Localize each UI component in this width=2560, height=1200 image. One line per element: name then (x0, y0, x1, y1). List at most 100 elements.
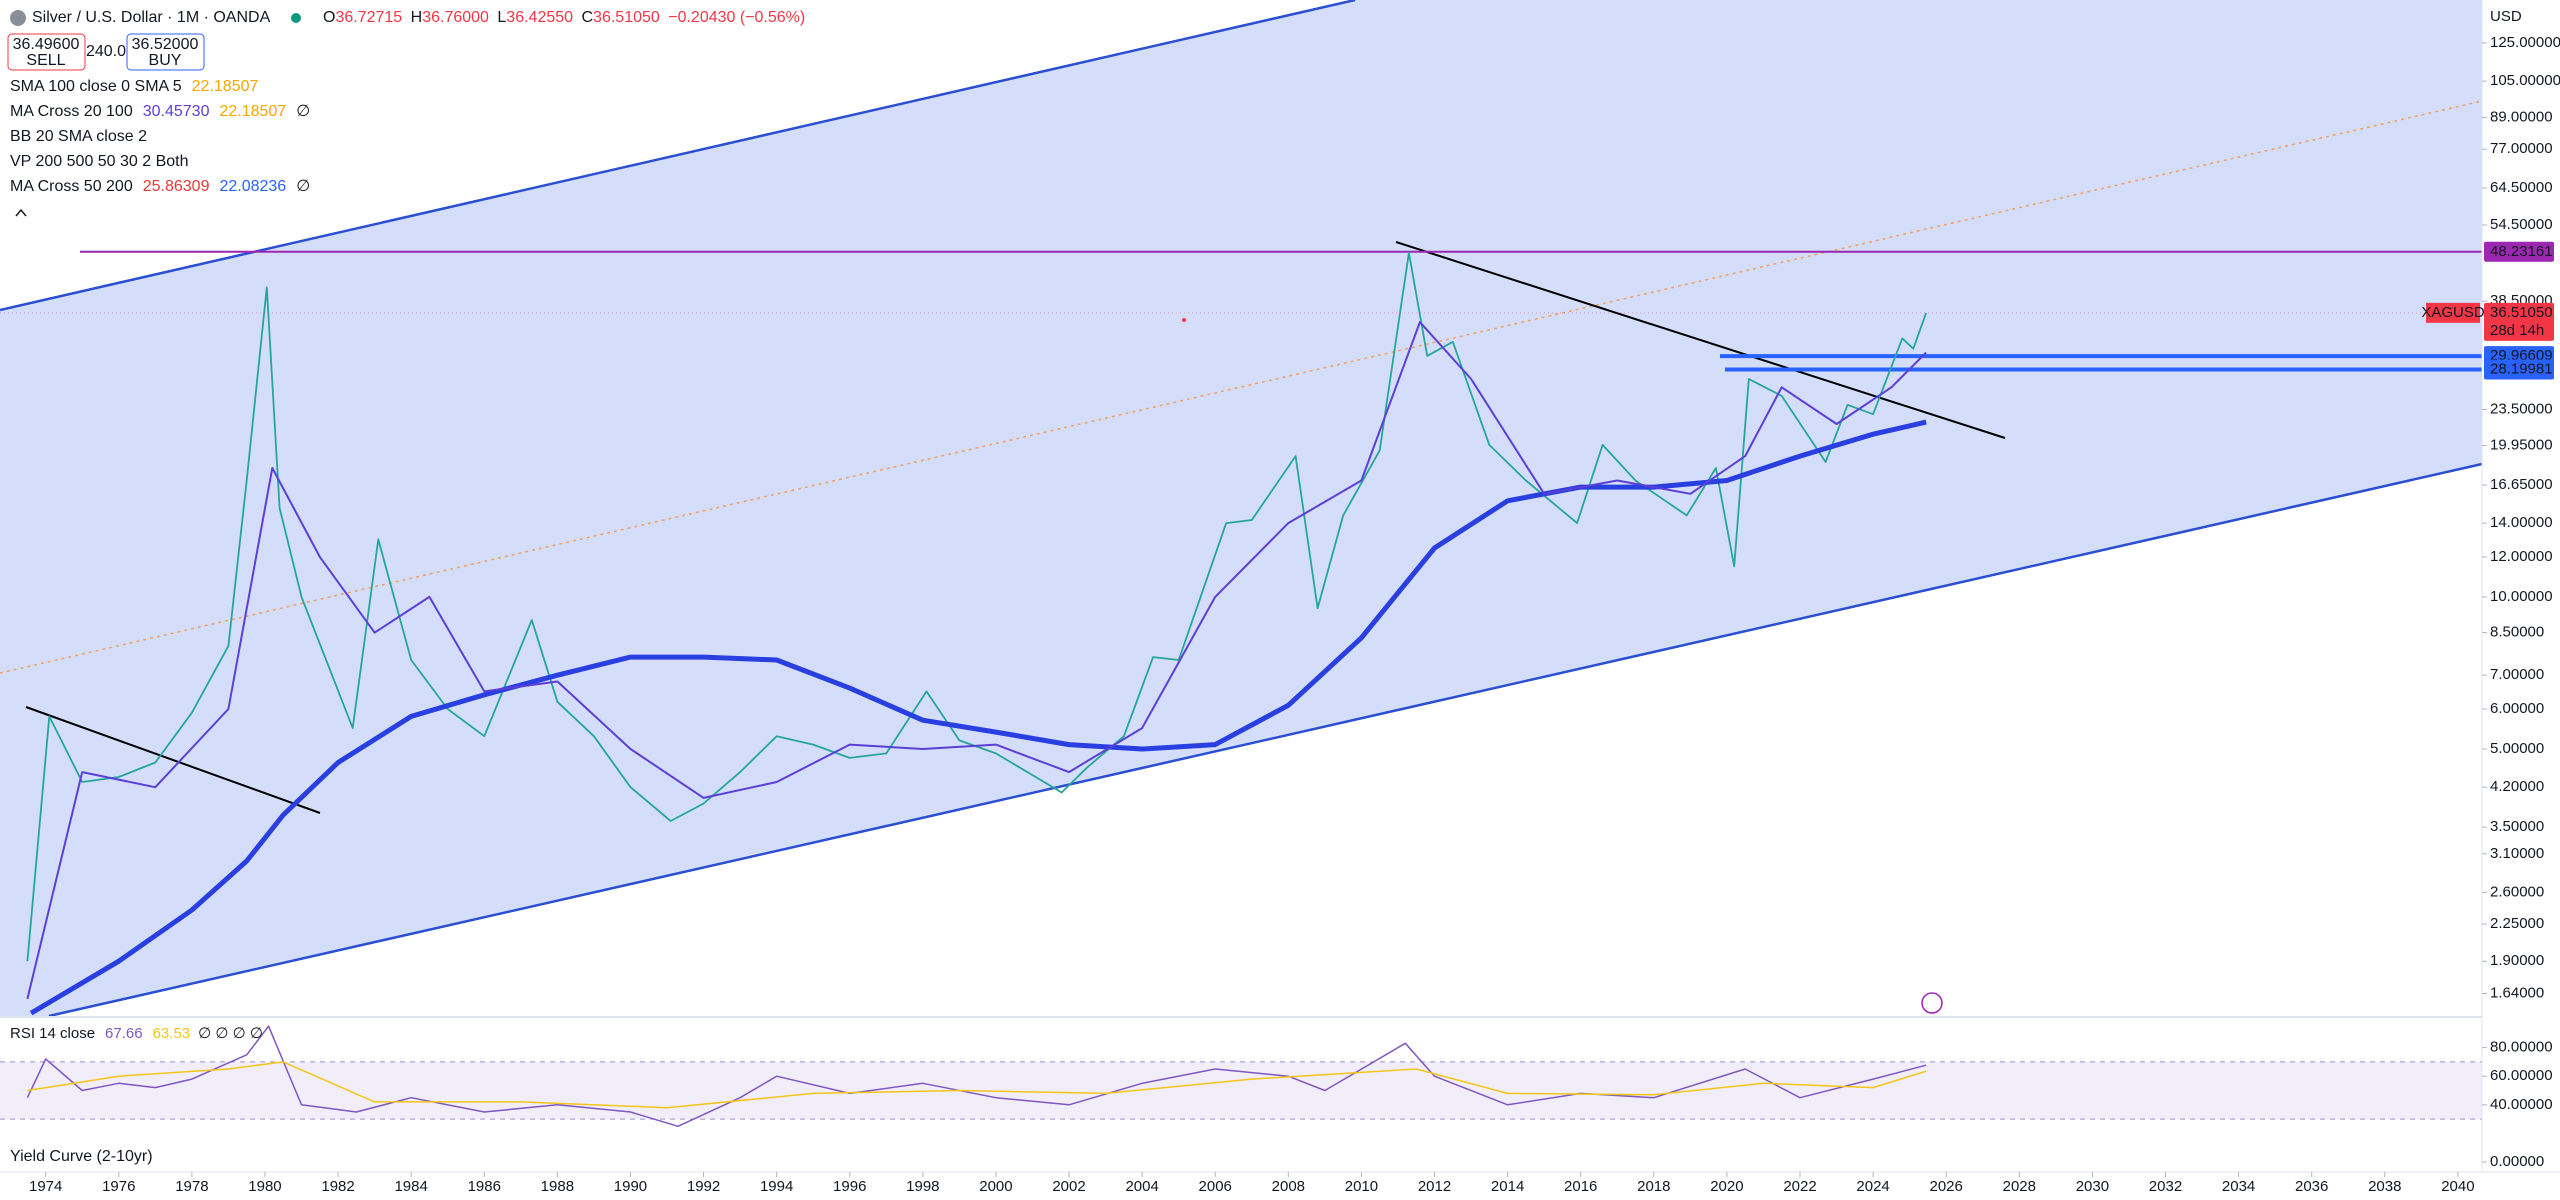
indicator-row: MA Cross 50 200 25.86309 22.08236 ∅ (10, 178, 310, 195)
price-line-label: 28.19981 (2490, 360, 2553, 377)
pane-legend: RSI 14 close 67.66 63.53 ∅ ∅ ∅ ∅ (10, 1025, 263, 1042)
x-tick-label: 2004 (1125, 1178, 1158, 1195)
y-tick-label: 1.90000 (2490, 952, 2544, 969)
y-tick-label: 14.00000 (2490, 514, 2553, 531)
indicator-name: VP 200 500 50 30 2 Both (10, 153, 189, 170)
symbol-title: Silver / U.S. Dollar · 1M · OANDA (32, 9, 271, 26)
event-icon[interactable] (1921, 992, 1943, 1014)
symbol-icon (10, 10, 26, 26)
ohlc-key: C (581, 9, 593, 26)
series-line (26, 1025, 1927, 1128)
ohlc-value: 36.72715 (335, 9, 402, 26)
ohlc-value: 36.42550 (506, 9, 573, 26)
x-tick-label: 2010 (1345, 1178, 1378, 1195)
spread: 240.0 (86, 43, 126, 60)
y-tick-label: 4.20000 (2490, 778, 2544, 795)
x-tick-label: 2026 (1930, 1178, 1963, 1195)
indicator-row: VP 200 500 50 30 2 Both (10, 153, 189, 170)
y-tick-label: 64.50000 (2490, 179, 2553, 196)
buy-button[interactable] (126, 33, 205, 71)
indicator-value: ∅ (296, 178, 310, 195)
pane-value: 67.66 (105, 1025, 143, 1042)
sell-button[interactable] (7, 33, 86, 71)
y-tick-label: 19.95000 (2490, 436, 2553, 453)
series-line (29, 419, 1927, 1016)
series-line (26, 321, 1927, 1000)
x-tick-label: 2014 (1491, 1178, 1524, 1195)
channel-lower (48, 462, 2483, 1018)
price-line-label: 48.23161 (2490, 243, 2553, 260)
x-tick-label: 2018 (1637, 1178, 1670, 1195)
y-tick-label: 2.25000 (2490, 915, 2544, 932)
y-tick-label: 54.50000 (2490, 216, 2553, 233)
x-tick-label: 1984 (394, 1178, 427, 1195)
price-line-tag (2484, 241, 2554, 262)
ohlc-key: L (497, 9, 506, 26)
x-tick-label: 2008 (1272, 1178, 1305, 1195)
x-tick-label: 2012 (1418, 1178, 1451, 1195)
x-tick-label: 1986 (468, 1178, 501, 1195)
ohlc-key: H (411, 9, 423, 26)
ohlc-key: O (323, 9, 335, 26)
indicator-value: 22.08236 (219, 178, 286, 195)
x-tick-label: 1996 (833, 1178, 866, 1195)
collapse-button[interactable] (15, 208, 27, 217)
x-tick-label: 2028 (2003, 1178, 2036, 1195)
y-tick-label: 77.00000 (2490, 140, 2553, 157)
ohlc-value: 36.51050 (593, 9, 660, 26)
sell-price: 36.49600 (13, 36, 80, 53)
channel-upper (0, 0, 1356, 312)
price-line-tag (2484, 359, 2554, 380)
x-tick-label: 1988 (541, 1178, 574, 1195)
last-price-label: 36.51050 (2490, 304, 2553, 321)
x-tick-label: 2036 (2295, 1178, 2328, 1195)
indicator-value: 30.45730 (143, 103, 210, 120)
market-status (291, 13, 301, 23)
trend-line (25, 706, 321, 814)
indicator-name: SMA 100 close 0 SMA 5 (10, 78, 182, 95)
channel-fill (0, 0, 2482, 1016)
x-tick-label: 2032 (2149, 1178, 2182, 1195)
x-tick-label: 2034 (2222, 1178, 2255, 1195)
x-tick-label: 2038 (2368, 1178, 2401, 1195)
y-tick-label: 10.00000 (2490, 588, 2553, 605)
ohlc: O36.72715 H36.76000 L36.42550 C36.51050 … (323, 9, 805, 26)
indicator-row: BB 20 SMA close 2 (10, 128, 147, 145)
y-tick-label: 16.65000 (2490, 476, 2553, 493)
indicator-value: 22.18507 (219, 103, 286, 120)
marker (1182, 318, 1186, 322)
y-tick-label: 80.00000 (2490, 1039, 2553, 1056)
x-tick-label: 2040 (2441, 1178, 2474, 1195)
y-tick-label: 105.00000 (2490, 72, 2560, 89)
currency: USD (2490, 8, 2522, 25)
y-tick-label: 2.60000 (2490, 883, 2544, 900)
indicator-row: MA Cross 20 100 30.45730 22.18507 ∅ (10, 103, 310, 120)
x-tick-label: 2024 (1856, 1178, 1889, 1195)
x-tick-label: 2022 (1783, 1178, 1816, 1195)
y-tick-label: 0.00000 (2490, 1153, 2544, 1170)
buy-label: BUY (149, 52, 182, 69)
rsi-band (0, 1061, 2482, 1120)
y-tick-label: 8.50000 (2490, 624, 2544, 641)
indicator-name: MA Cross 50 200 (10, 178, 133, 195)
pane-title: RSI 14 close (10, 1025, 95, 1042)
buy-price: 36.52000 (132, 36, 199, 53)
x-tick-label: 2020 (1710, 1178, 1743, 1195)
y-tick-label: 3.10000 (2490, 845, 2544, 862)
change: −0.20430 (−0.56%) (668, 9, 805, 26)
axes: 125.00000 105.00000 89.00000 77.00000 64.500… (10, 8, 2560, 1195)
y-tick-label: 60.00000 (2490, 1067, 2553, 1084)
x-tick-label: 1982 (321, 1178, 354, 1195)
indicator-value: 22.18507 (192, 78, 259, 95)
x-tick-label: 2030 (2076, 1178, 2109, 1195)
x-tick-label: 1990 (614, 1178, 647, 1195)
y-tick-label: 23.50000 (2490, 400, 2553, 417)
sell-label: SELL (26, 52, 65, 69)
plot (0, 250, 2482, 1128)
indicator-value: ∅ (296, 103, 310, 120)
x-tick-label: 1992 (687, 1178, 720, 1195)
indicator-name: BB 20 SMA close 2 (10, 128, 147, 145)
indicator-name: MA Cross 20 100 (10, 103, 133, 120)
